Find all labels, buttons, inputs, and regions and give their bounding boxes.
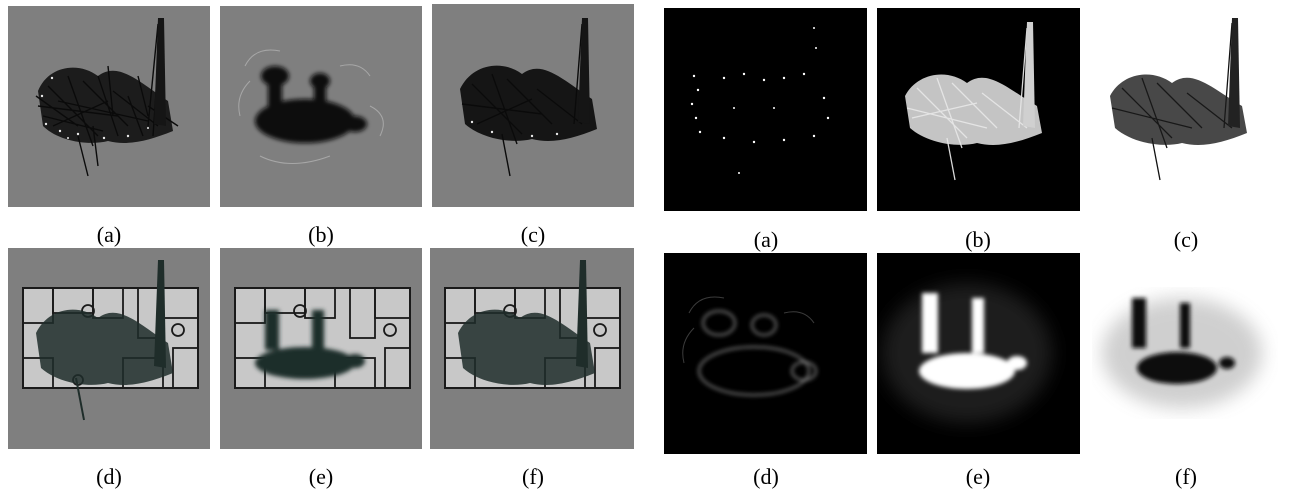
left-panel-f [430, 248, 634, 449]
left-a-rays [35, 18, 179, 177]
right-c-dark-rays [1110, 18, 1247, 181]
left-caption-c: (c) [520, 222, 546, 247]
left-panel-b [220, 6, 422, 207]
right-panel-b [877, 8, 1080, 211]
left-c-rays-blobs [460, 18, 597, 177]
right-caption-e: (e) [965, 464, 991, 489]
right-f-dark-blobs [1102, 298, 1262, 408]
left-b-blobs [238, 49, 384, 164]
right-b-bright-rays [905, 22, 1042, 181]
right-caption-d: (d) [753, 464, 779, 489]
right-panel-c [1092, 8, 1280, 211]
right-caption-c: (c) [1173, 227, 1199, 252]
left-d-floorplan [22, 260, 199, 421]
right-panel-e [877, 253, 1080, 454]
right-caption-b: (b) [965, 227, 991, 252]
right-a-sparse-points [690, 27, 830, 174]
left-panel-e [220, 248, 422, 449]
right-panel-d [664, 253, 867, 454]
right-e-bright-blobs [882, 283, 1052, 423]
right-d-soft-blobs [682, 296, 817, 396]
left-panel-a [8, 6, 210, 207]
right-caption-a: (a) [753, 227, 779, 252]
left-caption-f: (f) [522, 464, 544, 489]
right-panel-f [1092, 253, 1280, 454]
left-panel-c [432, 4, 634, 207]
left-caption-e: (e) [308, 464, 334, 489]
right-panel-a [664, 8, 867, 211]
left-caption-d: (d) [96, 464, 122, 489]
left-f-floorplan [444, 260, 621, 389]
left-e-floorplan [234, 287, 411, 389]
left-panel-d [8, 248, 210, 449]
right-caption-f: (f) [1175, 464, 1197, 489]
left-caption-a: (a) [96, 222, 122, 247]
left-caption-b: (b) [308, 222, 334, 247]
